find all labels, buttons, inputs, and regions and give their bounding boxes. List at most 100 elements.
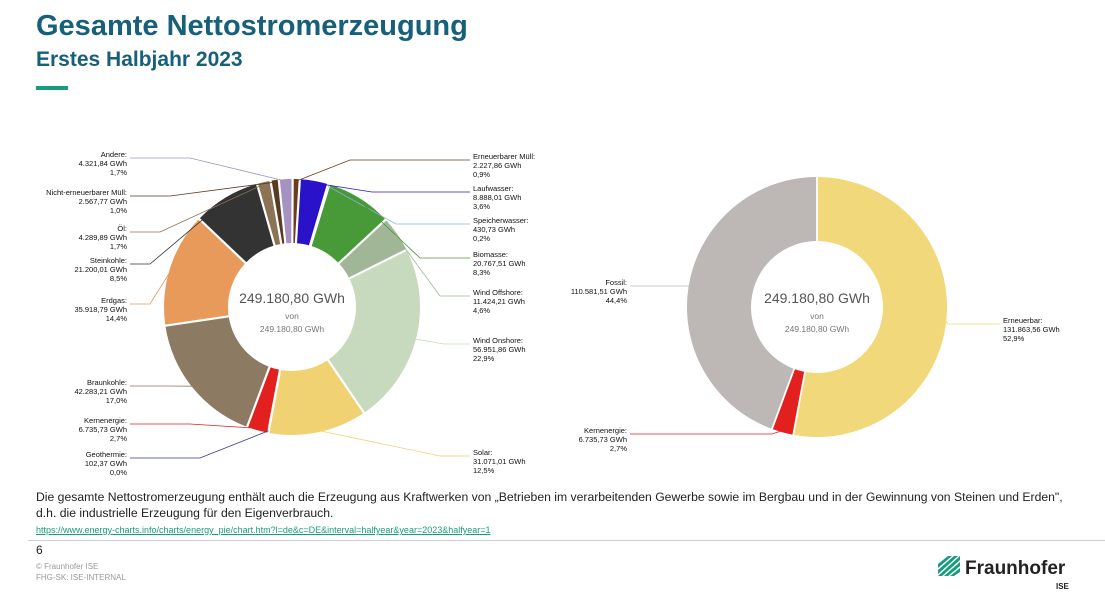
label-name-kernenergie: Kernenergie: — [584, 426, 627, 435]
slice-laufwasser[interactable] — [297, 179, 327, 246]
slice-fossil[interactable] — [686, 177, 817, 429]
slice-kernenergie[interactable] — [772, 369, 805, 435]
label-percent-oel: 1,7% — [110, 242, 127, 251]
label-name-laufwasser: Laufwasser: — [473, 184, 513, 193]
center-total: 249.180,80 GWh — [764, 290, 870, 306]
label-name-andere: Andere: — [101, 150, 127, 159]
label-percent-braunkohle: 17,0% — [106, 396, 128, 405]
label-name-fossil: Fossil: — [605, 278, 627, 287]
label-percent-erdgas: 14,4% — [106, 314, 128, 323]
label-percent-kernenergie: 2,7% — [610, 444, 627, 453]
label-percent-kernenergie: 2,7% — [110, 434, 127, 443]
leader-line-steinkohle — [130, 198, 228, 265]
center-of: von — [285, 311, 299, 321]
page-title: Gesamte Nettostromerzeugung — [36, 10, 468, 42]
label-percent-biomasse: 8,3% — [473, 268, 490, 277]
label-value-erneuerbar: 131.863,56 GWh — [1003, 325, 1060, 334]
label-percent-nicht-erneuerbarer-muell: 1,0% — [110, 206, 127, 215]
label-name-braunkohle: Braunkohle: — [87, 378, 127, 387]
label-percent-wind-offshore: 4,6% — [473, 306, 490, 315]
label-name-steinkohle: Steinkohle: — [90, 256, 127, 265]
label-value-steinkohle: 21.200,01 GWh — [74, 265, 127, 274]
page-number: 6 — [36, 543, 43, 557]
label-value-kernenergie: 6.735,73 GWh — [79, 425, 127, 434]
label-value-erneuerbarer-muell: 2.227,86 GWh — [473, 161, 521, 170]
slice-wind-offshore[interactable] — [339, 220, 407, 278]
leader-line-kernenergie — [630, 430, 784, 435]
center-of: von — [810, 311, 824, 321]
leader-line-biomasse — [358, 199, 470, 259]
slice-erneuerbarer-muell[interactable] — [293, 179, 299, 244]
label-name-erneuerbarer-muell: Erneuerbarer Müll: — [473, 152, 535, 161]
leader-line-erneuerbar — [944, 318, 1000, 325]
label-percent-erneuerbar: 52,9% — [1003, 334, 1025, 343]
footnote-text: Die gesamte Nettostromerzeugung enthält … — [36, 490, 1063, 520]
label-percent-erneuerbarer-muell: 0,9% — [473, 170, 490, 179]
label-value-fossil: 110.581,51 GWh — [571, 287, 627, 296]
label-percent-solar: 12,5% — [473, 466, 495, 475]
leader-line-erneuerbarer-muell — [296, 159, 470, 182]
leader-line-speicherwasser — [327, 185, 470, 225]
label-value-wind-offshore: 11.424,21 GWh — [473, 297, 525, 306]
label-value-speicherwasser: 430,73 GWh — [473, 225, 515, 234]
slice-oel[interactable] — [258, 181, 281, 246]
slice-speicherwasser[interactable] — [327, 184, 330, 191]
label-name-solar: Solar: — [473, 448, 493, 457]
label-name-oel: Öl: — [117, 224, 127, 233]
label-value-oel: 4.289,89 GWh — [79, 233, 127, 242]
label-value-braunkohle: 42.283,21 GWh — [74, 387, 127, 396]
leader-line-kernenergie — [130, 423, 259, 429]
slice-solar[interactable] — [269, 360, 364, 435]
slice-kernenergie[interactable] — [248, 367, 279, 433]
label-value-kernenergie: 6.735,73 GWh — [579, 435, 627, 444]
label-name-kernenergie: Kernenergie: — [84, 416, 127, 425]
label-value-erdgas: 35.918,79 GWh — [74, 305, 127, 314]
label-value-laufwasser: 8.888,01 GWh — [473, 193, 521, 202]
page-subtitle: Erstes Halbjahr 2023 — [36, 48, 243, 71]
slice-nicht-erneuerbarer-muell[interactable] — [271, 179, 285, 244]
logo-institute: ISE — [1056, 582, 1069, 591]
source-link[interactable]: https://www.energy-charts.info/charts/en… — [36, 525, 491, 535]
leader-line-wind-offshore — [395, 234, 470, 297]
leader-line-wind-onshore — [413, 338, 470, 345]
slice-andere[interactable] — [279, 179, 292, 244]
label-percent-geothermie: 0,0% — [110, 468, 127, 477]
label-value-geothermie: 102,37 GWh — [85, 459, 127, 468]
slice-erneuerbar[interactable] — [794, 177, 947, 437]
label-name-erneuerbar: Erneuerbar: — [1003, 316, 1043, 325]
leader-line-andere — [130, 157, 286, 182]
slice-wind-onshore[interactable] — [328, 250, 420, 413]
label-name-wind-onshore: Wind Onshore: — [473, 336, 523, 345]
label-percent-speicherwasser: 0,2% — [473, 234, 490, 243]
slice-biomasse[interactable] — [311, 184, 385, 263]
label-name-erdgas: Erdgas: — [101, 296, 127, 305]
leader-line-fossil — [630, 284, 692, 287]
label-value-biomasse: 20.767,51 GWh — [473, 259, 526, 268]
slice-erdgas[interactable] — [163, 219, 245, 325]
slice-braunkohle[interactable] — [165, 317, 269, 427]
label-value-solar: 31.071,01 GWh — [473, 457, 526, 466]
leader-line-erdgas — [130, 268, 173, 305]
fraunhofer-logo-icon — [938, 556, 960, 576]
center-total-small: 249.180,80 GWh — [260, 324, 325, 334]
label-percent-fossil: 44,4% — [606, 296, 628, 305]
label-percent-wind-onshore: 22,9% — [473, 354, 495, 363]
footer-divider — [28, 540, 1105, 541]
leader-line-oel — [130, 183, 265, 233]
logo-wordmark: Fraunhofer — [965, 558, 1066, 579]
label-name-wind-offshore: Wind Offshore: — [473, 288, 523, 297]
label-name-speicherwasser: Speicherwasser: — [473, 216, 528, 225]
label-name-nicht-erneuerbarer-muell: Nicht-erneuerbarer Müll: — [46, 188, 127, 197]
label-value-nicht-erneuerbarer-muell: 2.567,77 GWh — [79, 197, 127, 206]
classification-text: FHG-SK: ISE-INTERNAL — [36, 573, 126, 582]
leader-line-solar — [317, 429, 470, 457]
label-value-wind-onshore: 56.951,86 GWh — [473, 345, 526, 354]
leader-line-geothermie — [130, 430, 269, 459]
label-percent-steinkohle: 8,5% — [110, 274, 127, 283]
label-percent-laufwasser: 3,6% — [473, 202, 490, 211]
title-accent-bar — [36, 86, 68, 90]
slice-steinkohle[interactable] — [199, 184, 274, 263]
center-total: 249.180,80 GWh — [239, 290, 345, 306]
